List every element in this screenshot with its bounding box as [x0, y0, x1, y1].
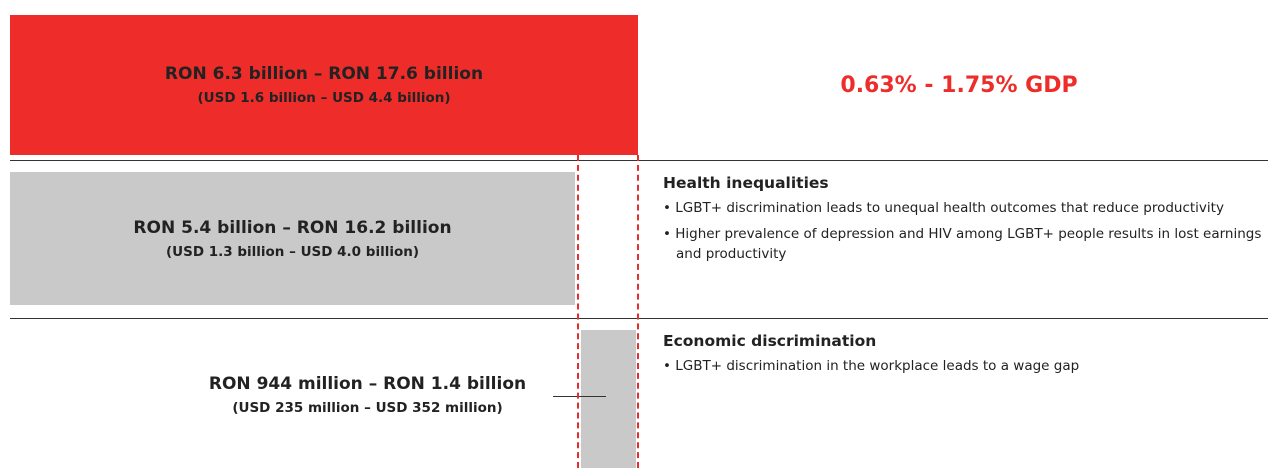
economic-usd: (USD 235 million – USD 352 million) [232, 400, 503, 416]
economic-box [581, 330, 636, 468]
bullet: • LGBT+ discrimination in the workplace … [663, 358, 1080, 374]
economic-ron: RON 944 million – RON 1.4 billion [208, 374, 527, 394]
economic-info: Economic discrimination • LGBT+ discrimi… [663, 332, 1263, 376]
heading: Health inequalities [663, 174, 829, 192]
health-text: RON 5.4 billion – RON 16.2 billion (USD … [10, 172, 575, 305]
bullet: • LGBT+ discrimination leads to unequal … [663, 200, 1224, 216]
total-text: RON 6.3 billion – RON 17.6 billion (USD … [10, 15, 638, 155]
divider [10, 160, 1268, 161]
health-info: Health inequalities • LGBT+ discriminati… [663, 174, 1263, 264]
heading: Economic discrimination [663, 332, 877, 350]
total-usd: (USD 1.6 billion – USD 4.4 billion) [197, 90, 451, 106]
health-ron: RON 5.4 billion – RON 16.2 billion [133, 217, 452, 238]
economic-text: RON 944 million – RON 1.4 billion (USD 2… [150, 360, 585, 430]
divider [10, 318, 1268, 319]
total-ron: RON 6.3 billion – RON 17.6 billion [164, 64, 484, 84]
health-usd: (USD 1.3 billion – USD 4.0 billion) [165, 243, 420, 260]
dashed-line [637, 155, 639, 468]
health-box [10, 172, 575, 305]
bullet-text: LGBT+ discrimination in the workplace le… [675, 358, 1080, 374]
bullet-text: LGBT+ discrimination leads to unequal he… [675, 200, 1224, 216]
bullet-text: Higher prevalence of depression and HIV … [675, 226, 1262, 262]
dashed-line [577, 155, 579, 468]
gdp: 0.63% - 1.75% GDP [840, 72, 1078, 98]
connector [553, 396, 606, 397]
bullet: • Higher prevalence of depression and HI… [663, 226, 1262, 262]
total-box [10, 15, 638, 155]
